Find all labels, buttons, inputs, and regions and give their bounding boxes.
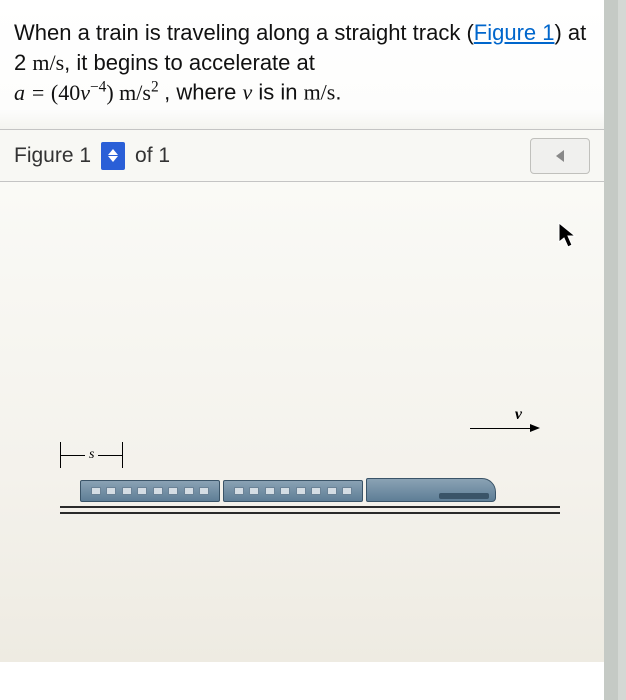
train-window xyxy=(280,487,290,495)
train-engine xyxy=(366,478,496,502)
eq-paren: ) xyxy=(106,80,119,105)
figure-count-text: of 1 xyxy=(135,144,170,168)
train-window xyxy=(249,487,259,495)
s-label: s xyxy=(89,447,94,463)
arrow-head-icon xyxy=(530,424,540,432)
problem-statement: When a train is traveling along a straig… xyxy=(0,0,604,130)
chevron-left-icon xyxy=(556,150,564,162)
text-segment: , where xyxy=(164,80,242,105)
train-diagram: s v xyxy=(60,472,560,552)
unit-text: m/s xyxy=(32,50,64,75)
eq-lhs: a = xyxy=(14,80,51,105)
train-window xyxy=(168,487,178,495)
figure-toolbar: Figure 1 of 1 xyxy=(0,130,604,182)
train-car xyxy=(80,480,220,502)
var-v: v xyxy=(242,80,252,105)
arrow-line xyxy=(470,428,530,429)
train-window xyxy=(342,487,352,495)
train-window xyxy=(327,487,337,495)
text-segment: is in xyxy=(252,80,303,105)
train-window xyxy=(234,487,244,495)
marker-line xyxy=(98,455,122,456)
train-window xyxy=(122,487,132,495)
s-distance-marker: s xyxy=(60,442,123,468)
train-window xyxy=(311,487,321,495)
track-rail xyxy=(60,506,560,508)
train-window xyxy=(137,487,147,495)
train-car xyxy=(223,480,363,502)
train-window xyxy=(265,487,275,495)
eq-var: v xyxy=(80,80,90,105)
train-window xyxy=(199,487,209,495)
content-frame: When a train is traveling along a straig… xyxy=(0,0,618,700)
figure-link[interactable]: Figure 1 xyxy=(474,20,555,45)
figure-label-text: Figure 1 xyxy=(14,144,91,168)
figure-nav-group xyxy=(530,138,590,174)
unit-text: m/s xyxy=(304,80,336,105)
figure-stepper[interactable] xyxy=(101,142,125,170)
eq-unit-exp: 2 xyxy=(151,78,159,95)
prev-figure-button[interactable] xyxy=(530,138,590,174)
marker-line xyxy=(61,455,85,456)
eq-exp: −4 xyxy=(90,78,106,95)
figure-selector: Figure 1 of 1 xyxy=(14,142,170,170)
train-window xyxy=(91,487,101,495)
tick-mark xyxy=(122,442,123,468)
text-segment: , it begins to accelerate at xyxy=(64,50,315,75)
v-label: v xyxy=(515,406,522,424)
chevron-down-icon xyxy=(108,156,118,162)
chevron-up-icon xyxy=(108,149,118,155)
track-rail xyxy=(60,512,560,514)
figure-canvas: s v xyxy=(0,182,604,662)
train-window xyxy=(184,487,194,495)
velocity-arrow: v xyxy=(470,424,540,432)
text-segment: . xyxy=(335,80,341,105)
train-window xyxy=(106,487,116,495)
text-segment: When a train is traveling along a straig… xyxy=(14,20,474,45)
train-window xyxy=(296,487,306,495)
eq-coef: 40 xyxy=(58,80,80,105)
eq-unit: m/s xyxy=(119,80,151,105)
train-graphic xyxy=(80,478,496,502)
train-window xyxy=(153,487,163,495)
